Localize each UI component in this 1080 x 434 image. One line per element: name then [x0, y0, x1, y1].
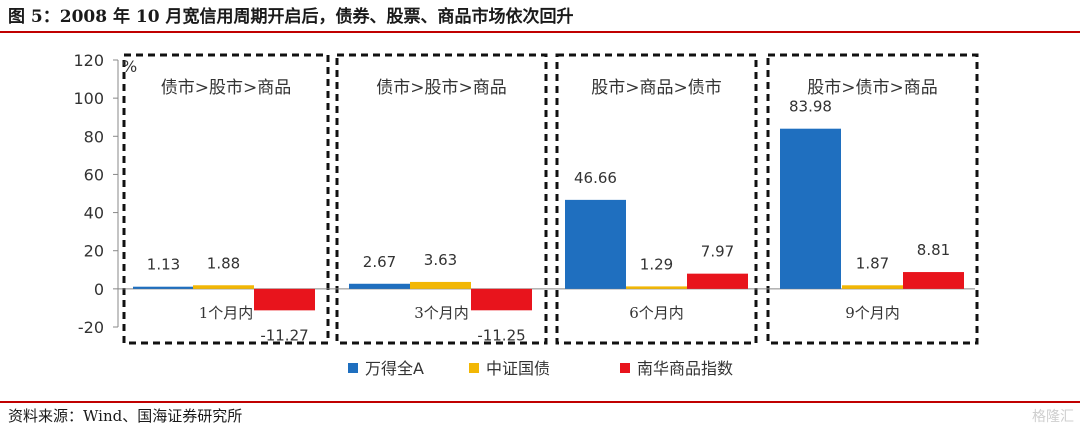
- data-label: 83.98: [789, 98, 832, 116]
- y-tick-label: 20: [84, 242, 104, 261]
- bar: [254, 288, 315, 311]
- x-category-label: 3个月内: [414, 304, 469, 322]
- source-note: 资料来源：Wind、国海证券研究所: [8, 407, 243, 425]
- bar: [471, 288, 532, 311]
- bar: [193, 285, 254, 289]
- legend-swatch: [620, 363, 630, 373]
- data-label: 1.29: [640, 255, 673, 273]
- data-label: -11.27: [260, 326, 308, 344]
- data-label: 1.87: [856, 254, 889, 272]
- bar: [903, 272, 964, 289]
- legend-label: 南华商品指数: [637, 359, 733, 378]
- panel-frame: [335, 53, 548, 345]
- panel-frame: [122, 53, 330, 345]
- data-label: 1.88: [207, 254, 240, 272]
- x-category-label: 6个月内: [629, 304, 684, 322]
- panel-frame: [766, 53, 979, 345]
- bar: [410, 281, 471, 289]
- legend-swatch: [348, 363, 358, 373]
- panel-order-label: 股市>债市>商品: [807, 78, 938, 98]
- y-tick-label: 120: [73, 51, 104, 70]
- data-label: 1.13: [147, 256, 180, 274]
- panel-order-label: 债市>股市>商品: [161, 78, 292, 98]
- bar: [133, 286, 194, 289]
- panel-order-label: 股市>商品>债市: [591, 78, 722, 98]
- legend-swatch: [469, 363, 479, 373]
- y-tick-label: -20: [78, 318, 104, 337]
- bar: [626, 286, 687, 289]
- bar: [687, 273, 748, 289]
- data-label: 8.81: [917, 241, 950, 259]
- data-label: 46.66: [574, 169, 617, 187]
- watermark-logo: 格隆汇: [1032, 409, 1074, 425]
- title-rule: [0, 31, 1080, 33]
- y-tick-label: 0: [94, 280, 104, 299]
- y-tick-label: 100: [73, 89, 104, 108]
- data-label: 3.63: [424, 251, 457, 269]
- figure-title: 图 5：2008 年 10 月宽信用周期开启后，债券、股票、商品市场依次回升: [8, 7, 574, 27]
- bar: [842, 285, 903, 289]
- data-label: 2.67: [363, 253, 396, 271]
- x-category-label: 1个月内: [199, 304, 254, 322]
- bar: [565, 199, 626, 289]
- x-category-label: 9个月内: [845, 304, 900, 322]
- bar: [349, 283, 410, 289]
- y-tick-label: 40: [84, 204, 104, 223]
- y-tick-label: 80: [84, 127, 104, 146]
- panel-order-label: 债市>股市>商品: [376, 78, 507, 98]
- source-rule: [0, 401, 1080, 403]
- bar: [780, 128, 841, 289]
- legend-label: 万得全A: [365, 359, 424, 378]
- y-tick-label: 60: [84, 165, 104, 184]
- y-unit-label: %: [122, 57, 137, 76]
- panel-frame: [555, 53, 758, 345]
- data-label: -11.25: [477, 326, 525, 344]
- bar-chart: -20 0 20 40 60 80 100 120% 债市>股市>商品 1个月内 1.13 1.88…: [73, 51, 979, 378]
- data-label: 7.97: [701, 243, 734, 261]
- legend-label: 中证国债: [486, 359, 550, 378]
